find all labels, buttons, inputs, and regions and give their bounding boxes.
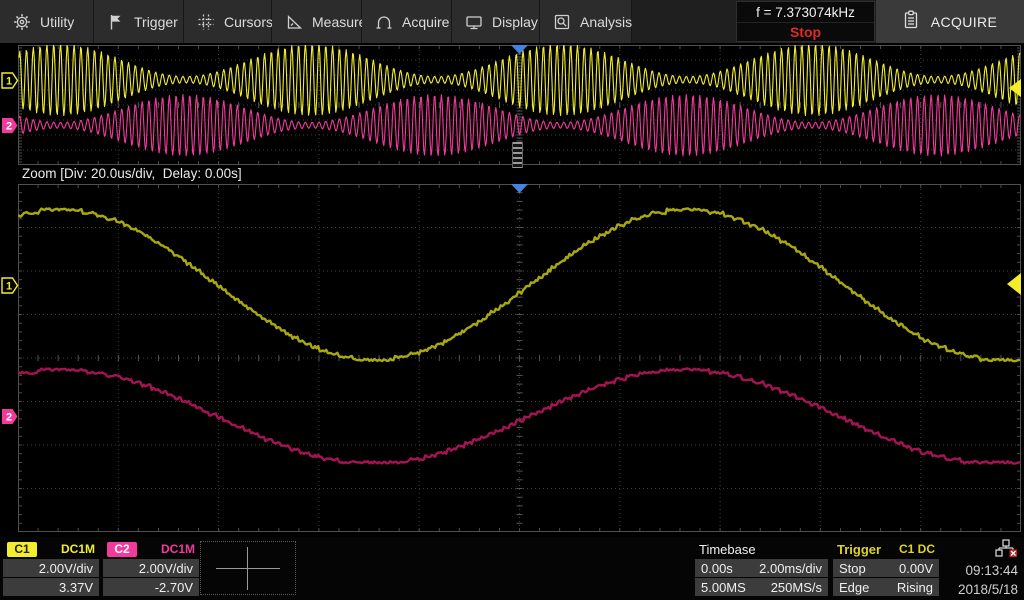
clipboard-icon bbox=[903, 10, 919, 33]
channel1-position-marker-zoom[interactable]: 1 bbox=[1, 277, 19, 294]
frequency-counter-status: Stop bbox=[789, 24, 822, 40]
add-channel-button[interactable] bbox=[200, 541, 296, 595]
channel2-badge: C2 bbox=[107, 541, 137, 557]
channel2-coupling: DC1M bbox=[160, 542, 195, 556]
plus-icon bbox=[216, 568, 280, 569]
trigger-level: 0.00V bbox=[899, 560, 933, 576]
menu-item-label: Trigger bbox=[134, 13, 178, 30]
trigger-position-marker-main[interactable] bbox=[511, 45, 528, 54]
menu-item-acquire[interactable]: Acquire bbox=[362, 0, 452, 43]
zoom-info-label: Zoom [Div: 20.0us/div, Delay: 0.00s] bbox=[22, 166, 242, 181]
timebase-title: Timebase bbox=[699, 541, 756, 557]
acquire-status-button[interactable]: ACQUIRE bbox=[876, 0, 1024, 43]
menu-bar: Utility Trigger Cursors bbox=[0, 0, 1024, 43]
menu-item-cursors[interactable]: Cursors bbox=[184, 0, 274, 43]
svg-text:1: 1 bbox=[6, 281, 12, 293]
trigger-source: C1 DC bbox=[898, 542, 935, 556]
clock-panel: 09:13:44 2018/5/18 bbox=[938, 539, 1018, 599]
menu-item-label: Acquire bbox=[402, 13, 450, 30]
flag-icon bbox=[107, 13, 125, 31]
channel1-coupling: DC1M bbox=[60, 542, 95, 556]
channel1-position-marker-main[interactable]: 1 bbox=[1, 72, 19, 89]
menu-item-label: Utility bbox=[40, 13, 75, 30]
channel1-scale: 2.00V/div bbox=[38, 560, 93, 576]
trigger-level-marker-main[interactable] bbox=[1009, 79, 1021, 97]
svg-text:1: 1 bbox=[6, 76, 12, 88]
menu-item-utility[interactable]: Utility bbox=[0, 0, 94, 43]
zoom-waveform-window bbox=[18, 184, 1021, 532]
menu-item-label: Cursors bbox=[224, 13, 274, 30]
menu-item-label: Analysis bbox=[580, 13, 633, 30]
channel1-offset: 3.37V bbox=[59, 579, 93, 595]
menu-item-trigger[interactable]: Trigger bbox=[94, 0, 184, 43]
channel1-badge: C1 bbox=[7, 541, 37, 557]
acquire-status-label: ACQUIRE bbox=[930, 13, 998, 30]
arch-icon bbox=[375, 13, 393, 31]
zoom-waveform-plot bbox=[18, 184, 1021, 532]
cursors-grid-icon bbox=[197, 13, 215, 31]
set-square-icon bbox=[285, 13, 303, 31]
magnifier-doc-icon bbox=[553, 13, 571, 31]
channel2-scale: 2.00V/div bbox=[138, 560, 193, 576]
channel2-offset: -2.70V bbox=[154, 579, 193, 595]
menu-item-analysis[interactable]: Analysis bbox=[540, 0, 632, 43]
menu-item-label: Display bbox=[492, 13, 538, 30]
frequency-counter: f = 7.373074kHz Stop bbox=[736, 1, 875, 42]
timebase-sample-rate: 250MS/s bbox=[770, 579, 822, 595]
menu-item-display[interactable]: Display bbox=[452, 0, 540, 43]
channel2-panel[interactable]: C2 DC1M 2.00V/div -2.70V bbox=[103, 539, 199, 596]
channel2-position-marker-zoom[interactable]: 2 bbox=[1, 408, 19, 425]
status-bar: C1 DC1M 2.00V/div 3.37V C2 DC1M 2.00V/di… bbox=[0, 537, 1024, 600]
timebase-scale: 2.00ms/div bbox=[759, 560, 822, 576]
trigger-type: Edge bbox=[839, 579, 870, 595]
channel2-position-marker-main[interactable]: 2 bbox=[1, 117, 19, 134]
network-status-icon bbox=[994, 539, 1018, 561]
trigger-slope: Rising bbox=[896, 579, 933, 595]
clock-date: 2018/5/18 bbox=[957, 582, 1018, 597]
timebase-delay: 0.00s bbox=[701, 560, 733, 576]
clock-time: 09:13:44 bbox=[965, 563, 1018, 578]
frequency-counter-value: f = 7.373074kHz bbox=[737, 2, 874, 23]
trigger-mode: Stop bbox=[839, 560, 866, 576]
menu-item-measure[interactable]: Measure bbox=[272, 0, 366, 43]
zoom-region-indicator[interactable] bbox=[512, 142, 523, 168]
trigger-panel[interactable]: Trigger C1 DC Stop 0.00V Edge Rising bbox=[833, 539, 939, 596]
channel1-panel[interactable]: C1 DC1M 2.00V/div 3.37V bbox=[3, 539, 99, 596]
trigger-position-marker-zoom[interactable] bbox=[511, 184, 528, 193]
trigger-level-marker-zoom[interactable] bbox=[1007, 273, 1021, 295]
monitor-icon bbox=[465, 13, 483, 31]
menu-item-label: Measure bbox=[312, 13, 367, 30]
svg-text:2: 2 bbox=[6, 412, 12, 424]
timebase-panel[interactable]: Timebase 0.00s 2.00ms/div 5.00MS 250MS/s bbox=[695, 539, 828, 596]
plus-icon bbox=[247, 547, 248, 590]
svg-text:2: 2 bbox=[6, 121, 12, 133]
trigger-title: Trigger bbox=[837, 541, 882, 557]
timebase-memory: 5.00MS bbox=[701, 579, 746, 595]
gear-icon bbox=[13, 13, 31, 31]
